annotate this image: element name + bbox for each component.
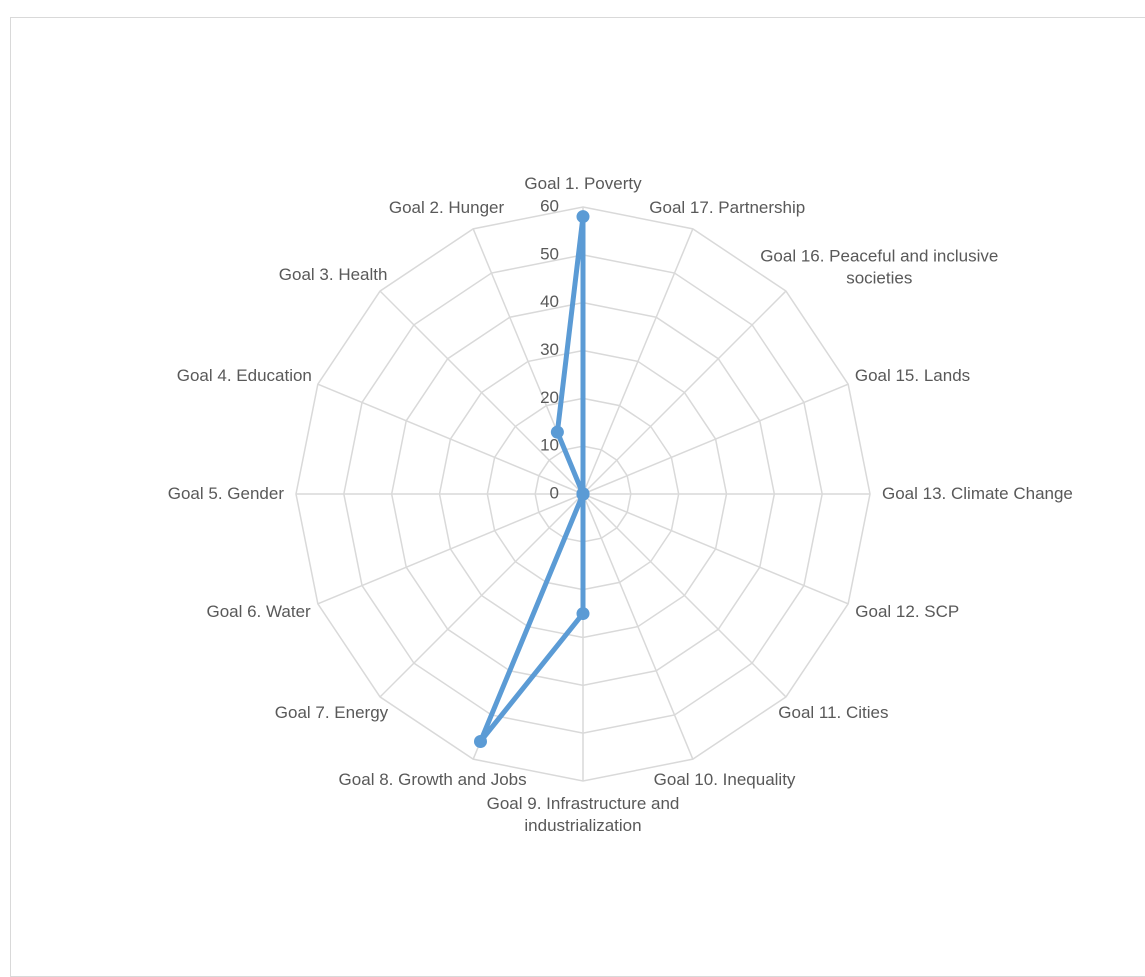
r-tick-label: 20 xyxy=(540,388,559,407)
category-label: Goal 9. Infrastructure and industrializa… xyxy=(486,794,680,835)
category-label: Goal 16. Peaceful and inclusive societie… xyxy=(760,246,999,288)
spoke xyxy=(582,383,849,495)
category-label: Goal 2. Hunger xyxy=(388,197,505,217)
data-point xyxy=(576,210,590,224)
data-point xyxy=(576,487,590,501)
r-tick-label: 40 xyxy=(540,292,559,311)
category-label: Goal 6. Water xyxy=(206,602,311,622)
category-label: Goal 7. Energy xyxy=(274,703,389,723)
r-tick-label: 30 xyxy=(540,340,559,359)
spoke xyxy=(582,493,849,605)
category-label: Goal 12. SCP xyxy=(855,602,960,622)
data-point xyxy=(576,607,590,621)
category-label: Goal 3. Health xyxy=(278,264,388,284)
category-label: Goal 15. Lands xyxy=(854,365,971,385)
spoke xyxy=(582,493,694,760)
category-label: Goal 5. Gender xyxy=(167,484,284,503)
r-tick-label: 50 xyxy=(540,244,559,263)
spoke xyxy=(317,493,584,605)
data-point xyxy=(473,734,487,748)
spoke xyxy=(582,493,787,698)
category-label: Goal 17. Partnership xyxy=(649,197,806,217)
category-label: Goal 10. Inequality xyxy=(653,770,796,790)
category-label: Goal 4. Education xyxy=(176,365,312,385)
category-label: Goal 11. Cities xyxy=(778,703,889,723)
category-label: Goal 13. Climate Change xyxy=(882,484,1073,503)
category-label: Goal 1. Poverty xyxy=(524,174,642,193)
spoke xyxy=(379,493,584,698)
category-label: Goal 8. Growth and Jobs xyxy=(338,770,527,790)
r-tick-label: 0 xyxy=(550,483,559,502)
spoke xyxy=(582,290,787,495)
r-tick-label: 10 xyxy=(540,436,559,455)
data-point xyxy=(550,425,564,439)
spoke xyxy=(317,383,584,495)
spoke xyxy=(582,228,694,495)
r-tick-label: 60 xyxy=(540,196,559,215)
spoke xyxy=(379,290,584,495)
